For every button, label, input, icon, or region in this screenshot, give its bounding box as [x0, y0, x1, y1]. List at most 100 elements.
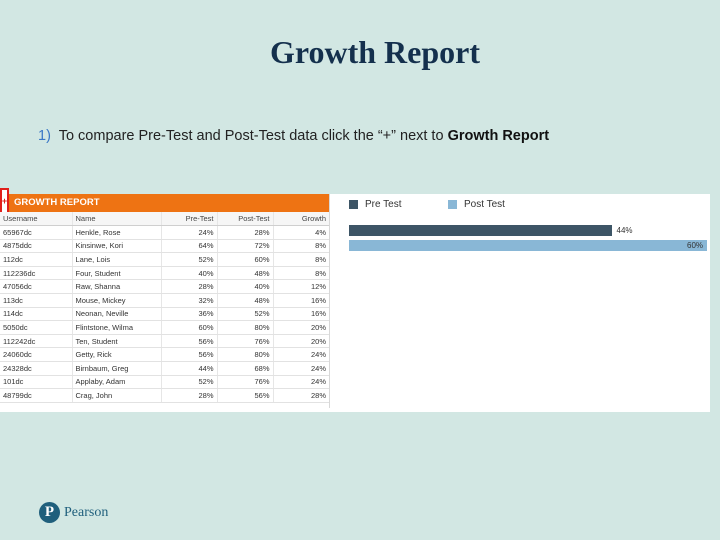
slide-title: Growth Report: [269, 34, 481, 70]
cell-username: 112242dc: [0, 334, 72, 349]
cell-name: Henkle, Rose: [71, 225, 161, 240]
cell-username: 112236dc: [0, 266, 72, 281]
column-header-username[interactable]: Username: [0, 212, 72, 226]
cell-post-test: 52%: [216, 307, 273, 322]
cell-pre-test: 56%: [160, 334, 217, 349]
cell-name: Neonan, Neville: [71, 307, 161, 322]
instruction-emphasis: Growth Report: [447, 128, 550, 144]
cell-post-test: 60%: [216, 252, 273, 267]
table-row: 65967dc Henkle, Rose 24% 28% 4%: [0, 225, 329, 240]
cell-username: 48799dc: [0, 388, 72, 403]
comparison-chart: Pre Test Post Test 44% 60%: [340, 194, 710, 408]
table-header-row: Username Name Pre-Test Post-Test Growth: [0, 212, 329, 226]
cell-growth: 24%: [272, 347, 329, 362]
cell-growth: 20%: [272, 334, 329, 349]
bar-post-test: [349, 240, 707, 251]
cell-post-test: 40%: [216, 279, 273, 294]
bar-pre-test: [349, 225, 612, 236]
cell-post-test: 48%: [216, 266, 273, 281]
cell-name: Birnbaum, Greg: [71, 361, 161, 376]
cell-post-test: 56%: [216, 388, 273, 403]
cell-pre-test: 52%: [160, 252, 217, 267]
pearson-logo: P Pearson: [39, 502, 108, 523]
report-header: GROWTH REPORT: [0, 194, 329, 212]
cell-growth: 8%: [272, 252, 329, 267]
cell-pre-test: 36%: [160, 307, 217, 322]
table-row: 4875ddc Kinsinwe, Kori 64% 72% 8%: [0, 239, 329, 254]
growth-table: Username Name Pre-Test Post-Test Growth 6596…: [0, 212, 329, 403]
cell-post-test: 68%: [216, 361, 273, 376]
column-header-post-test[interactable]: Post-Test: [216, 212, 273, 226]
legend-item: Pre Test: [349, 199, 402, 210]
table-body: 65967dc Henkle, Rose 24% 28% 4% 4875ddc Kinsin…: [0, 225, 329, 403]
bar-value-label: 60%: [687, 241, 704, 250]
cell-post-test: 28%: [216, 225, 273, 240]
cell-growth: 4%: [272, 225, 329, 240]
table-row: 112dc Lane, Lois 52% 60% 8%: [0, 252, 329, 267]
cell-username: 5050dc: [0, 320, 72, 335]
cell-name: Getty, Rick: [71, 347, 161, 362]
cell-pre-test: 24%: [160, 225, 217, 240]
cell-pre-test: 60%: [160, 320, 217, 335]
column-header-pre-test[interactable]: Pre-Test: [160, 212, 217, 226]
cell-growth: 12%: [272, 279, 329, 294]
table-row: 113dc Mouse, Mickey 32% 48% 16%: [0, 293, 329, 308]
cell-username: 24328dc: [0, 361, 72, 376]
cell-post-test: 80%: [216, 320, 273, 335]
legend-label: Pre Test: [365, 199, 402, 210]
table-row: 48799dc Crag, John 28% 56% 28%: [0, 388, 329, 403]
cell-pre-test: 40%: [160, 266, 217, 281]
legend-item: Post Test: [448, 199, 505, 210]
cell-pre-test: 52%: [160, 375, 217, 390]
table-row: 112236dc Four, Student 40% 48% 8%: [0, 266, 329, 281]
column-header-name[interactable]: Name: [71, 212, 161, 226]
cell-username: 24060dc: [0, 347, 72, 362]
cell-growth: 8%: [272, 266, 329, 281]
cell-pre-test: 56%: [160, 347, 217, 362]
cell-post-test: 76%: [216, 334, 273, 349]
cell-name: Crag, John: [71, 388, 161, 403]
table-row: 101dc Applaby, Adam 52% 76% 24%: [0, 375, 329, 390]
cell-post-test: 72%: [216, 239, 273, 254]
pearson-logo-icon: P: [39, 502, 60, 523]
table-row: 114dc Neonan, Neville 36% 52% 16%: [0, 307, 329, 322]
cell-pre-test: 64%: [160, 239, 217, 254]
cell-username: 114dc: [0, 307, 72, 322]
table-row: 24328dc Birnbaum, Greg 44% 68% 24%: [0, 361, 329, 376]
cell-name: Ten, Student: [71, 334, 161, 349]
report-screenshot: GROWTH REPORT + Username Name Pre-Test Post…: [0, 188, 710, 412]
cell-growth: 24%: [272, 361, 329, 376]
cell-username: 112dc: [0, 252, 72, 267]
cell-username: 101dc: [0, 375, 72, 390]
instruction-text: 1) To compare Pre-Test and Post-Test dat…: [38, 128, 549, 144]
expand-report-button[interactable]: +: [0, 188, 9, 214]
cell-name: Four, Student: [71, 266, 161, 281]
legend-swatch: [349, 200, 358, 209]
cell-post-test: 80%: [216, 347, 273, 362]
cell-name: Kinsinwe, Kori: [71, 239, 161, 254]
cell-post-test: 76%: [216, 375, 273, 390]
cell-growth: 16%: [272, 293, 329, 308]
table-row: 112242dc Ten, Student 56% 76% 20%: [0, 334, 329, 349]
table-row: 24060dc Getty, Rick 56% 80% 24%: [0, 347, 329, 362]
cell-name: Raw, Shanna: [71, 279, 161, 294]
cell-username: 65967dc: [0, 225, 72, 240]
cell-growth: 20%: [272, 320, 329, 335]
table-row: 47056dc Raw, Shanna 28% 40% 12%: [0, 279, 329, 294]
cell-growth: 24%: [272, 375, 329, 390]
cell-pre-test: 28%: [160, 388, 217, 403]
cell-name: Lane, Lois: [71, 252, 161, 267]
report-header-title: GROWTH REPORT: [14, 197, 100, 208]
cell-pre-test: 32%: [160, 293, 217, 308]
cell-name: Flintstone, Wilma: [71, 320, 161, 335]
instruction-body: To compare Pre-Test and Post-Test data c…: [58, 128, 444, 144]
plus-icon: +: [1, 195, 8, 206]
column-header-growth[interactable]: Growth: [272, 212, 329, 226]
instruction-number: 1): [38, 128, 51, 144]
table-row: 5050dc Flintstone, Wilma 60% 80% 20%: [0, 320, 329, 335]
cell-username: 4875ddc: [0, 239, 72, 254]
cell-name: Mouse, Mickey: [71, 293, 161, 308]
legend-swatch: [448, 200, 457, 209]
cell-name: Applaby, Adam: [71, 375, 161, 390]
cell-username: 113dc: [0, 293, 72, 308]
